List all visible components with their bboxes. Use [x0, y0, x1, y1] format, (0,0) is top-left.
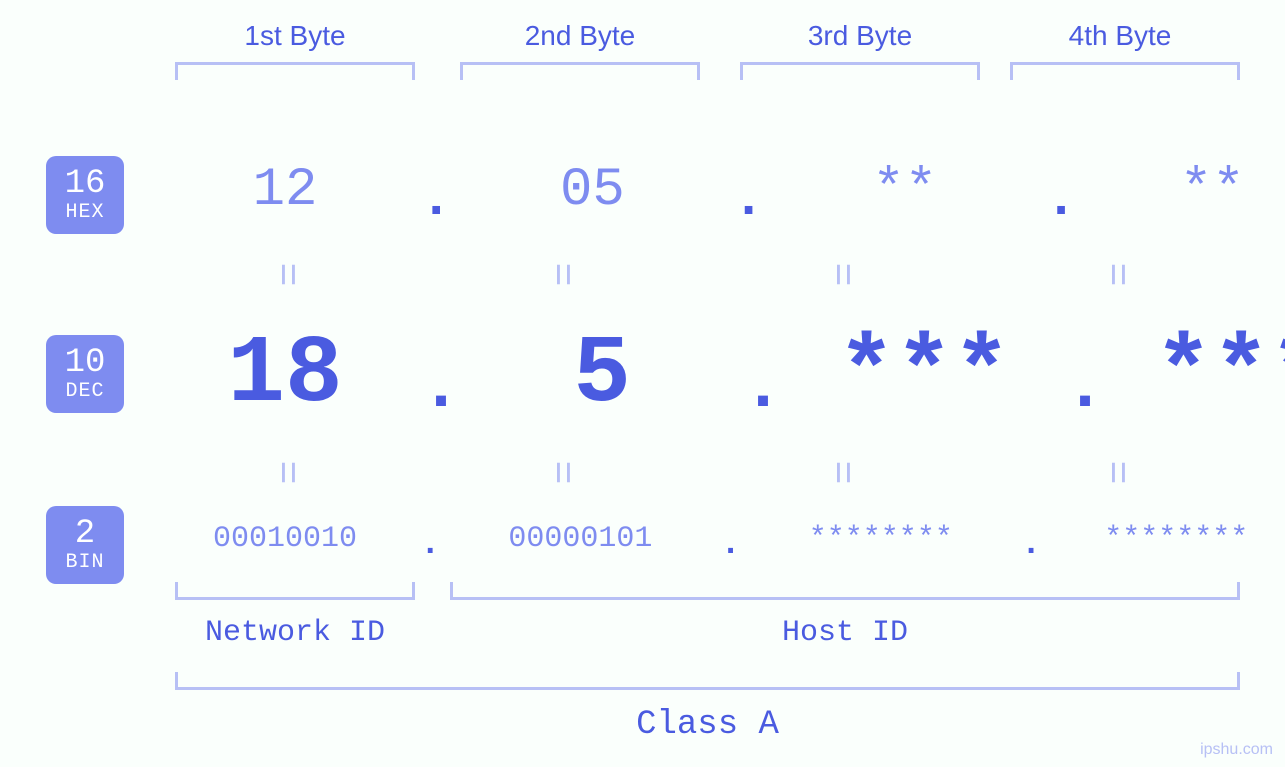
- bracket-class: [175, 672, 1240, 690]
- eq-2-4: =: [1093, 338, 1138, 608]
- badge-dec-label: DEC: [65, 381, 104, 402]
- hex-dot-1: .: [420, 170, 452, 231]
- byte-header-4: 4th Byte: [1020, 20, 1220, 52]
- label-network-id: Network ID: [175, 616, 415, 650]
- byte-header-1: 1st Byte: [195, 20, 395, 52]
- bracket-byte-2: [460, 62, 700, 80]
- bin-byte-3: ********: [741, 522, 1021, 556]
- label-class: Class A: [175, 706, 1240, 744]
- eq-2-2: =: [538, 333, 583, 613]
- row-hex: 12 . 05 . ** . **: [150, 160, 1250, 221]
- bin-dot-2: .: [720, 526, 740, 564]
- bin-byte-2: 00000101: [440, 522, 720, 556]
- bracket-network-id: [175, 582, 415, 600]
- badge-hex-label: HEX: [65, 202, 104, 223]
- equals-row-2: = = = =: [150, 450, 1250, 495]
- badge-bin-num: 2: [75, 517, 95, 553]
- badge-dec: 10 DEC: [46, 335, 124, 413]
- bracket-byte-3: [740, 62, 980, 80]
- eq-2-1: =: [263, 338, 308, 608]
- badge-bin: 2 BIN: [46, 506, 124, 584]
- byte-header-2: 2nd Byte: [480, 20, 680, 52]
- row-dec: 18 . 5 . *** . ***: [150, 320, 1250, 429]
- dec-dot-2: .: [742, 349, 784, 428]
- hex-byte-3: **: [765, 160, 1045, 221]
- watermark: ipshu.com: [1200, 741, 1273, 759]
- badge-hex: 16 HEX: [46, 156, 124, 234]
- ip-diagram: 1st Byte 2nd Byte 3rd Byte 4th Byte 16 H…: [0, 0, 1285, 767]
- dec-dot-1: .: [420, 349, 462, 428]
- row-bin: 00010010 . 00000101 . ******** . *******…: [150, 520, 1250, 558]
- hex-dot-2: .: [732, 170, 764, 231]
- bracket-byte-1: [175, 62, 415, 80]
- hex-byte-2: 05: [452, 160, 732, 221]
- equals-row-1: = = = =: [150, 252, 1250, 297]
- bin-byte-1: 00010010: [150, 522, 420, 556]
- badge-dec-num: 10: [65, 346, 106, 382]
- byte-header-3: 3rd Byte: [760, 20, 960, 52]
- bin-dot-1: .: [420, 526, 440, 564]
- badge-bin-label: BIN: [65, 552, 104, 573]
- label-host-id: Host ID: [450, 616, 1240, 650]
- dec-byte-2: 5: [462, 320, 742, 429]
- hex-dot-3: .: [1045, 170, 1077, 231]
- bracket-host-id: [450, 582, 1240, 600]
- bracket-byte-4: [1010, 62, 1240, 80]
- bin-dot-3: .: [1021, 526, 1041, 564]
- badge-hex-num: 16: [65, 167, 106, 203]
- eq-2-3: =: [818, 333, 863, 613]
- bin-byte-4: ********: [1041, 522, 1285, 556]
